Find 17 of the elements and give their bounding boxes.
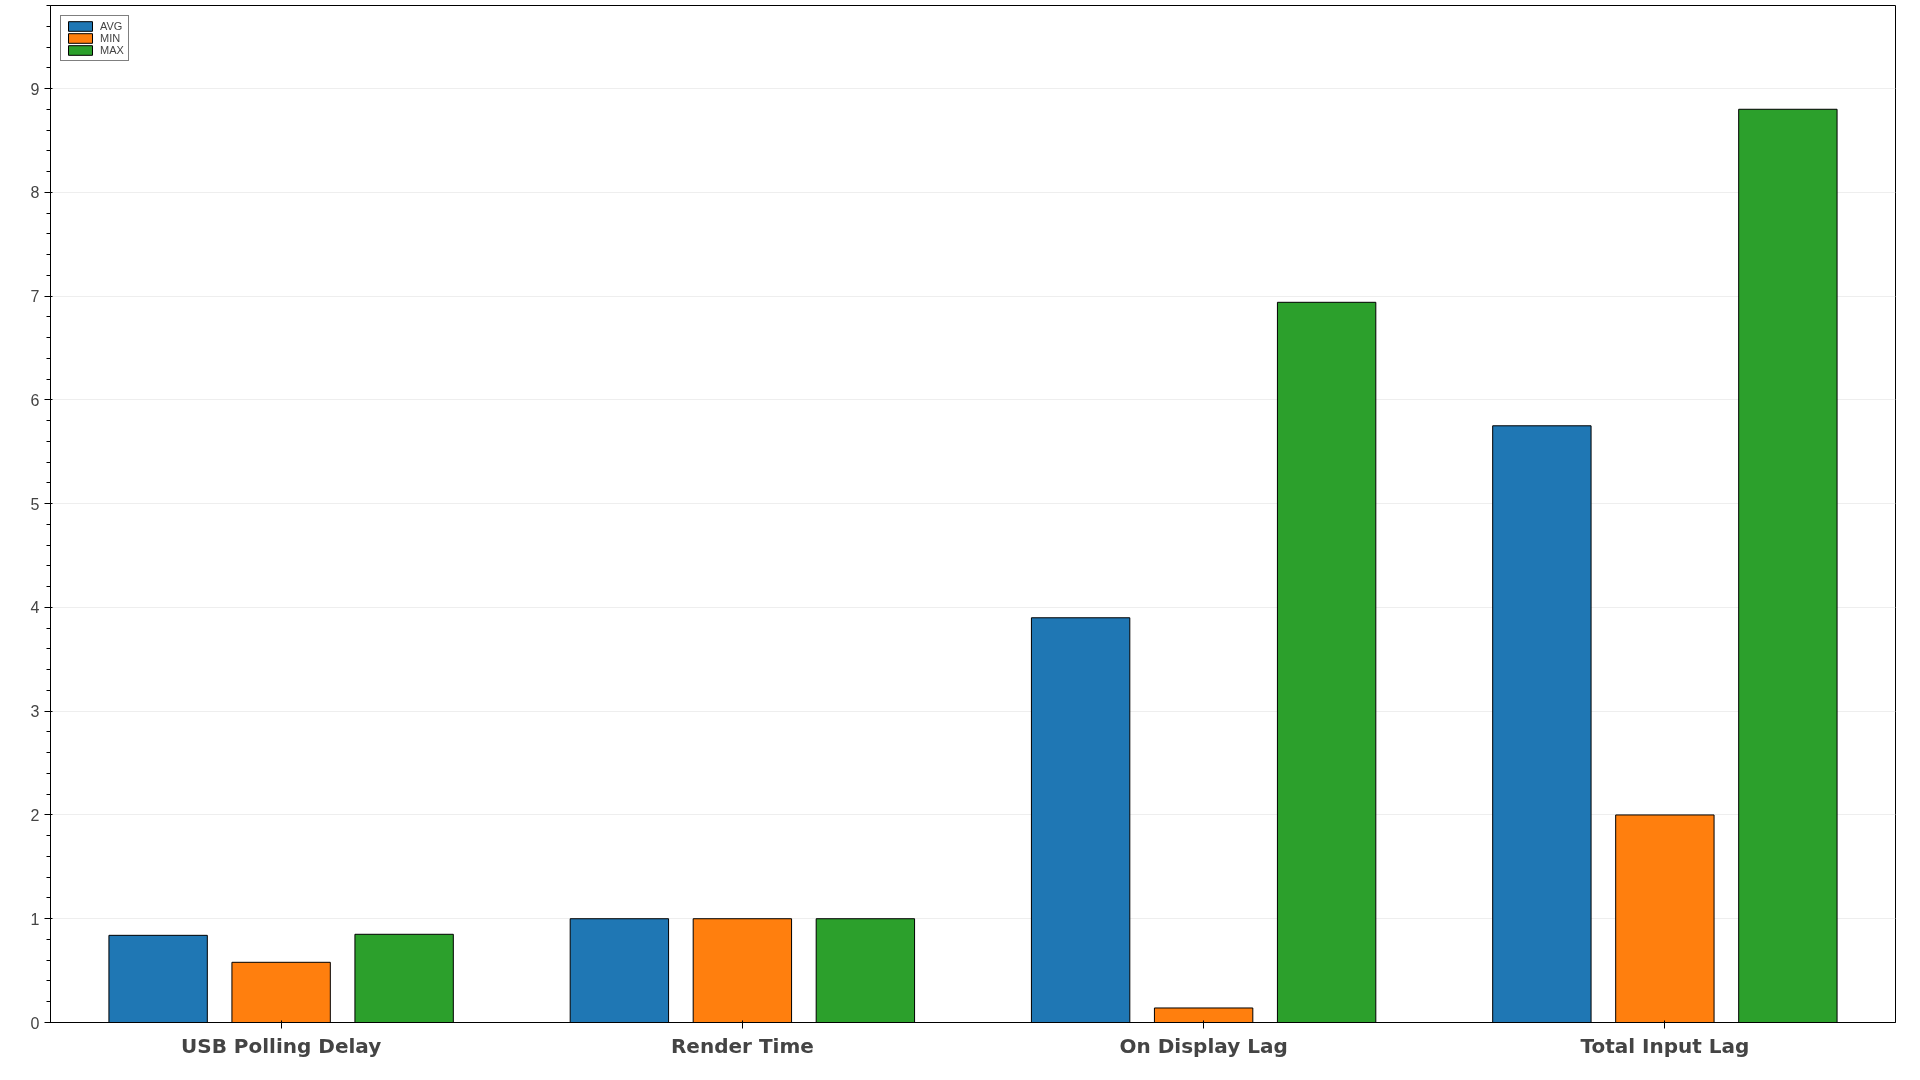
y-tick-label: 8 [30, 184, 40, 202]
x-tick-label: On Display Lag [1119, 1033, 1288, 1058]
y-tick-label: 6 [30, 391, 40, 409]
y-tick-label: 4 [30, 599, 40, 617]
y-tick-label: 3 [30, 703, 40, 721]
x-tick-label: USB Polling Delay [180, 1033, 382, 1058]
legend-label: MAX [100, 44, 124, 56]
y-tick-label: 0 [30, 1014, 40, 1032]
x-tick-label: Render Time [670, 1033, 814, 1058]
y-tick-label: 1 [30, 910, 40, 928]
x-tick-label: Total Input Lag [1580, 1033, 1750, 1058]
legend-label: MIN [100, 32, 121, 44]
y-tick-label: 7 [30, 288, 40, 306]
y-tick-label: 2 [30, 806, 40, 824]
legend-label: AVG [100, 20, 123, 32]
y-tick-label: 5 [30, 495, 40, 513]
y-tick-label: 9 [30, 80, 40, 98]
